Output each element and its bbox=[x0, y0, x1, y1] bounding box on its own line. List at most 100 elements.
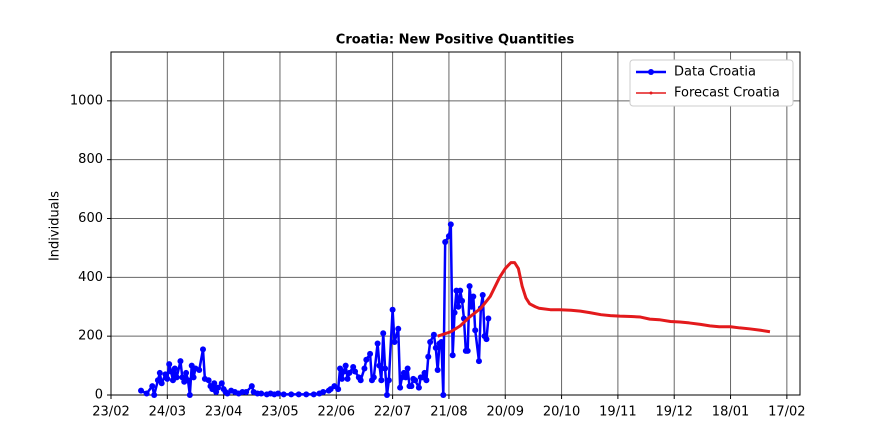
y-axis-label: Individuals bbox=[48, 191, 63, 261]
data-point bbox=[402, 374, 409, 381]
legend-marker bbox=[649, 91, 653, 95]
data-point bbox=[382, 365, 389, 372]
data-point bbox=[173, 374, 180, 381]
data-point bbox=[479, 291, 486, 298]
data-point bbox=[215, 384, 222, 391]
data-point bbox=[485, 315, 492, 322]
data-point bbox=[434, 366, 441, 373]
x-tick-label: 18/01 bbox=[712, 405, 749, 420]
data-point bbox=[138, 387, 145, 394]
legend-label: Forecast Croatia bbox=[674, 86, 780, 101]
data-point bbox=[395, 325, 402, 332]
x-tick-label: 22/07 bbox=[374, 405, 411, 420]
data-point bbox=[156, 369, 163, 376]
data-point bbox=[447, 221, 454, 228]
data-point bbox=[464, 347, 471, 354]
x-tick-label: 21/08 bbox=[430, 405, 467, 420]
y-tick-label: 600 bbox=[78, 211, 103, 226]
x-tick-label: 23/04 bbox=[205, 405, 242, 420]
data-point bbox=[357, 377, 364, 384]
data-point bbox=[190, 374, 197, 381]
data-point bbox=[184, 377, 191, 384]
data-point bbox=[459, 297, 466, 304]
y-tick-label: 1000 bbox=[70, 93, 103, 108]
data-point bbox=[338, 375, 345, 382]
data-point bbox=[397, 384, 404, 391]
y-tick-label: 800 bbox=[78, 152, 103, 167]
data-point bbox=[218, 380, 225, 387]
x-tick-label: 19/11 bbox=[599, 405, 636, 420]
x-tick-label: 20/09 bbox=[487, 405, 524, 420]
data-point bbox=[430, 331, 437, 338]
data-point bbox=[361, 365, 368, 372]
data-point bbox=[425, 353, 432, 360]
x-tick-label: 20/10 bbox=[543, 405, 580, 420]
data-point bbox=[472, 327, 479, 334]
chart-title: Croatia: New Positive Quantities bbox=[336, 33, 575, 48]
data-point bbox=[258, 390, 265, 397]
data-point bbox=[367, 350, 374, 357]
data-point bbox=[320, 389, 327, 396]
series-line bbox=[437, 261, 771, 338]
data-point bbox=[275, 390, 282, 397]
data-point bbox=[412, 377, 419, 384]
data-point bbox=[288, 391, 295, 398]
data-point bbox=[344, 375, 351, 382]
data-point bbox=[280, 391, 287, 398]
data-point bbox=[483, 336, 490, 343]
data-point bbox=[457, 287, 464, 294]
data-point bbox=[342, 362, 349, 369]
data-point bbox=[335, 386, 342, 393]
data-point bbox=[432, 344, 439, 351]
data-point bbox=[378, 377, 385, 384]
legend-box bbox=[629, 59, 794, 107]
x-tick-label: 24/03 bbox=[149, 405, 186, 420]
data-point bbox=[391, 339, 398, 346]
y-tick-label: 200 bbox=[78, 329, 103, 344]
data-point bbox=[380, 330, 387, 337]
data-point bbox=[151, 392, 158, 398]
data-point bbox=[310, 391, 317, 398]
data-point bbox=[423, 377, 430, 384]
x-tick-label: 23/05 bbox=[261, 405, 298, 420]
data-point bbox=[295, 391, 302, 398]
data-point bbox=[352, 368, 359, 375]
x-tick-label: 23/02 bbox=[92, 405, 129, 420]
data-point bbox=[186, 392, 193, 398]
data-point bbox=[445, 233, 452, 240]
data-point bbox=[346, 369, 353, 376]
data-point bbox=[475, 358, 482, 365]
data-point bbox=[363, 356, 370, 363]
data-point bbox=[171, 365, 178, 372]
data-point bbox=[470, 293, 477, 300]
data-point bbox=[303, 391, 310, 398]
data-point bbox=[455, 303, 462, 310]
data-point bbox=[438, 339, 445, 346]
data-point bbox=[166, 361, 173, 368]
data-point bbox=[243, 389, 250, 396]
data-point bbox=[211, 380, 218, 387]
data-point bbox=[415, 384, 422, 391]
data-point bbox=[164, 375, 171, 382]
data-point bbox=[404, 365, 411, 372]
data-point bbox=[466, 283, 473, 290]
data-point bbox=[177, 358, 184, 365]
data-point bbox=[374, 340, 381, 347]
data-point bbox=[199, 346, 206, 353]
data-point bbox=[385, 377, 392, 384]
data-point bbox=[449, 352, 456, 359]
plot-frame bbox=[110, 51, 801, 396]
data-point bbox=[143, 390, 150, 397]
data-point bbox=[370, 374, 377, 381]
legend-label: Data Croatia bbox=[674, 65, 756, 80]
data-point bbox=[389, 306, 396, 313]
data-point bbox=[442, 239, 449, 246]
data-point bbox=[408, 383, 415, 390]
data-point bbox=[340, 368, 347, 375]
data-point bbox=[468, 303, 475, 310]
data-point bbox=[149, 383, 156, 390]
x-tick-label: 17/02 bbox=[768, 405, 805, 420]
data-point bbox=[205, 377, 212, 384]
legend-marker bbox=[648, 69, 654, 75]
